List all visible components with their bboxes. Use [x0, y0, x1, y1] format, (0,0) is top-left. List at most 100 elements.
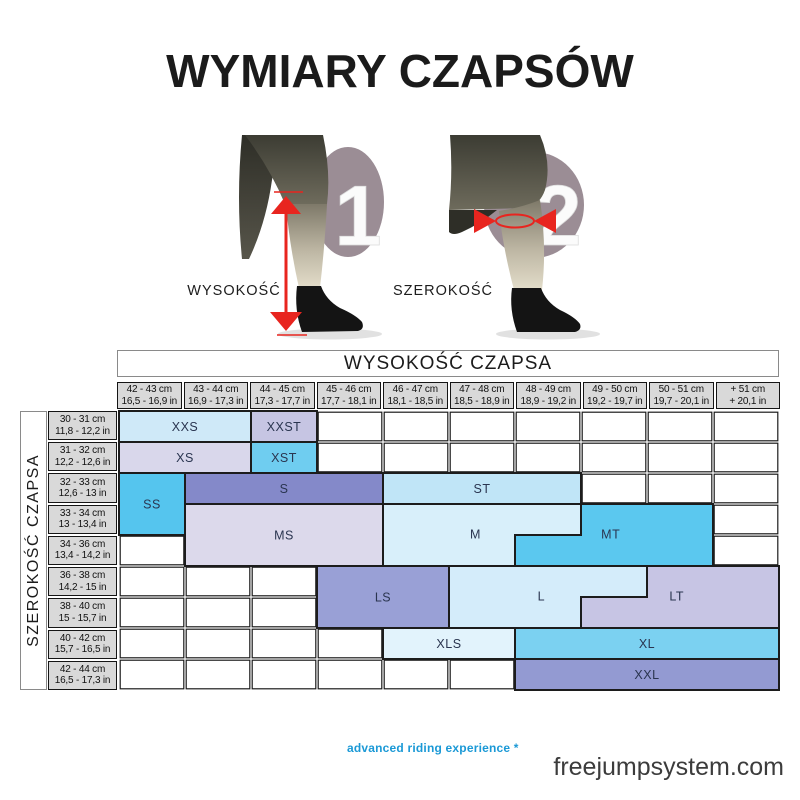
grid-cell [119, 566, 185, 597]
grid-cell [581, 411, 647, 442]
width-arrowhead-right [474, 209, 496, 233]
col-header: 44 - 45 cm 17,3 - 17,7 in [250, 382, 315, 409]
size-label: XXST [267, 420, 302, 434]
figure-width: 2 SZEROKOŚĆ [393, 135, 600, 340]
row-header-cm: 30 - 31 cm [59, 414, 106, 426]
figure1-circle [312, 147, 384, 257]
grid-cell [515, 442, 581, 473]
size-label: XXL [634, 668, 659, 682]
width-arrowhead-left [534, 209, 556, 233]
col-header-in: + 20,1 in [729, 395, 767, 407]
grid-cell [581, 473, 647, 504]
col-header: + 51 cm + 20,1 in [715, 382, 780, 409]
col-header-in: 19,7 - 20,1 in [653, 395, 710, 407]
size-label: XST [271, 451, 297, 465]
grid-cell [251, 566, 317, 597]
width-axis-title-box: SZEROKOŚĆ CZAPSA [20, 411, 47, 690]
grid-cell [119, 628, 185, 659]
grid-cell [185, 628, 251, 659]
figure1-thigh [245, 135, 329, 204]
row-header: 31 - 32 cm 12,2 - 12,6 in [48, 442, 117, 472]
size-label: XLS [436, 637, 461, 651]
row-header-in: 16,5 - 17,3 in [54, 675, 111, 687]
row-header: 36 - 38 cm 14,2 - 15 in [48, 567, 117, 597]
col-header: 42 - 43 cm 16,5 - 16,9 in [117, 382, 182, 409]
col-header-in: 18,1 - 18,5 in [387, 395, 444, 407]
grid-cell [185, 566, 251, 597]
col-header-cm: 49 - 50 cm [592, 384, 638, 395]
grid-cell [713, 504, 779, 535]
grid-cell [317, 442, 383, 473]
measurement-figures: 1 WYSOKOŚĆ 2 SZEROKOŚĆ [187, 135, 600, 340]
row-header-in: 13,4 - 14,2 in [54, 550, 111, 562]
row-header: 34 - 36 cm 13,4 - 14,2 in [48, 535, 117, 566]
row-header: 42 - 44 cm 16,5 - 17,3 in [48, 660, 117, 690]
website-link[interactable]: freejumpsystem.com [553, 753, 784, 781]
grid-cell [317, 659, 383, 690]
column-headers: 42 - 43 cm 16,5 - 16,9 in 43 - 44 cm 16,9 -… [117, 382, 780, 409]
grid-cell [713, 442, 779, 473]
col-header-in: 16,5 - 16,9 in [121, 395, 178, 407]
grid-cell [449, 659, 515, 690]
col-header-in: 18,9 - 19,2 in [520, 395, 577, 407]
col-header: 47 - 48 cm 18,5 - 18,9 in [449, 382, 514, 409]
size-label: MS [274, 529, 294, 543]
size-label: SS [143, 498, 161, 512]
figure2-sock [511, 288, 581, 332]
grid-cell [515, 411, 581, 442]
grid-cell [317, 628, 383, 659]
grid-cell [251, 659, 317, 690]
row-header: 40 - 42 cm 15,7 - 16,5 in [48, 629, 117, 659]
grid-cell [647, 442, 713, 473]
col-header-in: 17,7 - 18,1 in [320, 395, 377, 407]
grid-cell [647, 411, 713, 442]
row-header-cm: 40 - 42 cm [59, 632, 106, 644]
col-header: 50 - 51 cm 19,7 - 20,1 in [649, 382, 714, 409]
col-header: 49 - 50 cm 19,2 - 19,7 in [582, 382, 647, 409]
row-header-cm: 42 - 44 cm [59, 663, 106, 675]
size-label: XXS [172, 420, 199, 434]
figure1-calf [286, 204, 327, 288]
row-header: 30 - 31 cm 11,8 - 12,2 in [48, 411, 117, 441]
row-header-in: 12,2 - 12,6 in [54, 456, 111, 468]
col-header: 48 - 49 cm 18,9 - 19,2 in [516, 382, 581, 409]
row-header-in: 14,2 - 15 in [58, 581, 107, 593]
grid-cell [317, 411, 383, 442]
col-header-in: 17,3 - 17,7 in [254, 395, 311, 407]
width-label: SZEROKOŚĆ [393, 281, 493, 299]
row-header-in: 15,7 - 16,5 in [54, 644, 111, 656]
height-label: WYSOKOŚĆ [187, 281, 280, 299]
figure2-thigh [449, 135, 548, 210]
grid-cell [449, 411, 515, 442]
size-label: XL [639, 637, 655, 651]
grid-cell [581, 442, 647, 473]
grid-cell [185, 597, 251, 628]
grid-cell [383, 411, 449, 442]
grid-cell [383, 442, 449, 473]
figure-height: 1 WYSOKOŚĆ [187, 135, 384, 340]
size-block-XXL [514, 658, 780, 691]
col-header-in: 16,9 - 17,3 in [187, 395, 244, 407]
size-label: LS [375, 591, 391, 605]
figure1-sock [296, 286, 363, 332]
row-headers: 30 - 31 cm 11,8 - 12,2 in 31 - 32 cm 12,2 -… [48, 411, 117, 690]
row-header: 38 - 40 cm 15 - 15,7 in [48, 598, 117, 628]
grid-cell [119, 659, 185, 690]
page-title: WYMIARY CZAPSÓW [166, 45, 634, 97]
row-header-cm: 31 - 32 cm [59, 445, 106, 457]
col-header-cm: 46 - 47 cm [392, 384, 438, 395]
width-axis-title: SZEROKOŚĆ CZAPSA [24, 454, 42, 647]
col-header-cm: 48 - 49 cm [525, 384, 571, 395]
col-header: 46 - 47 cm 18,1 - 18,5 in [383, 382, 448, 409]
row-header-cm: 38 - 40 cm [59, 601, 106, 613]
col-header: 43 - 44 cm 16,9 - 17,3 in [183, 382, 248, 409]
size-label: M [470, 528, 481, 542]
grid-cell [647, 473, 713, 504]
grid-cell [713, 535, 779, 566]
col-header: 45 - 46 cm 17,7 - 18,1 in [316, 382, 381, 409]
grid-cell [383, 659, 449, 690]
row-header-in: 15 - 15,7 in [58, 612, 107, 624]
height-axis-title-box: WYSOKOŚĆ CZAPSA [117, 350, 779, 377]
height-arrowhead-down [270, 312, 302, 331]
